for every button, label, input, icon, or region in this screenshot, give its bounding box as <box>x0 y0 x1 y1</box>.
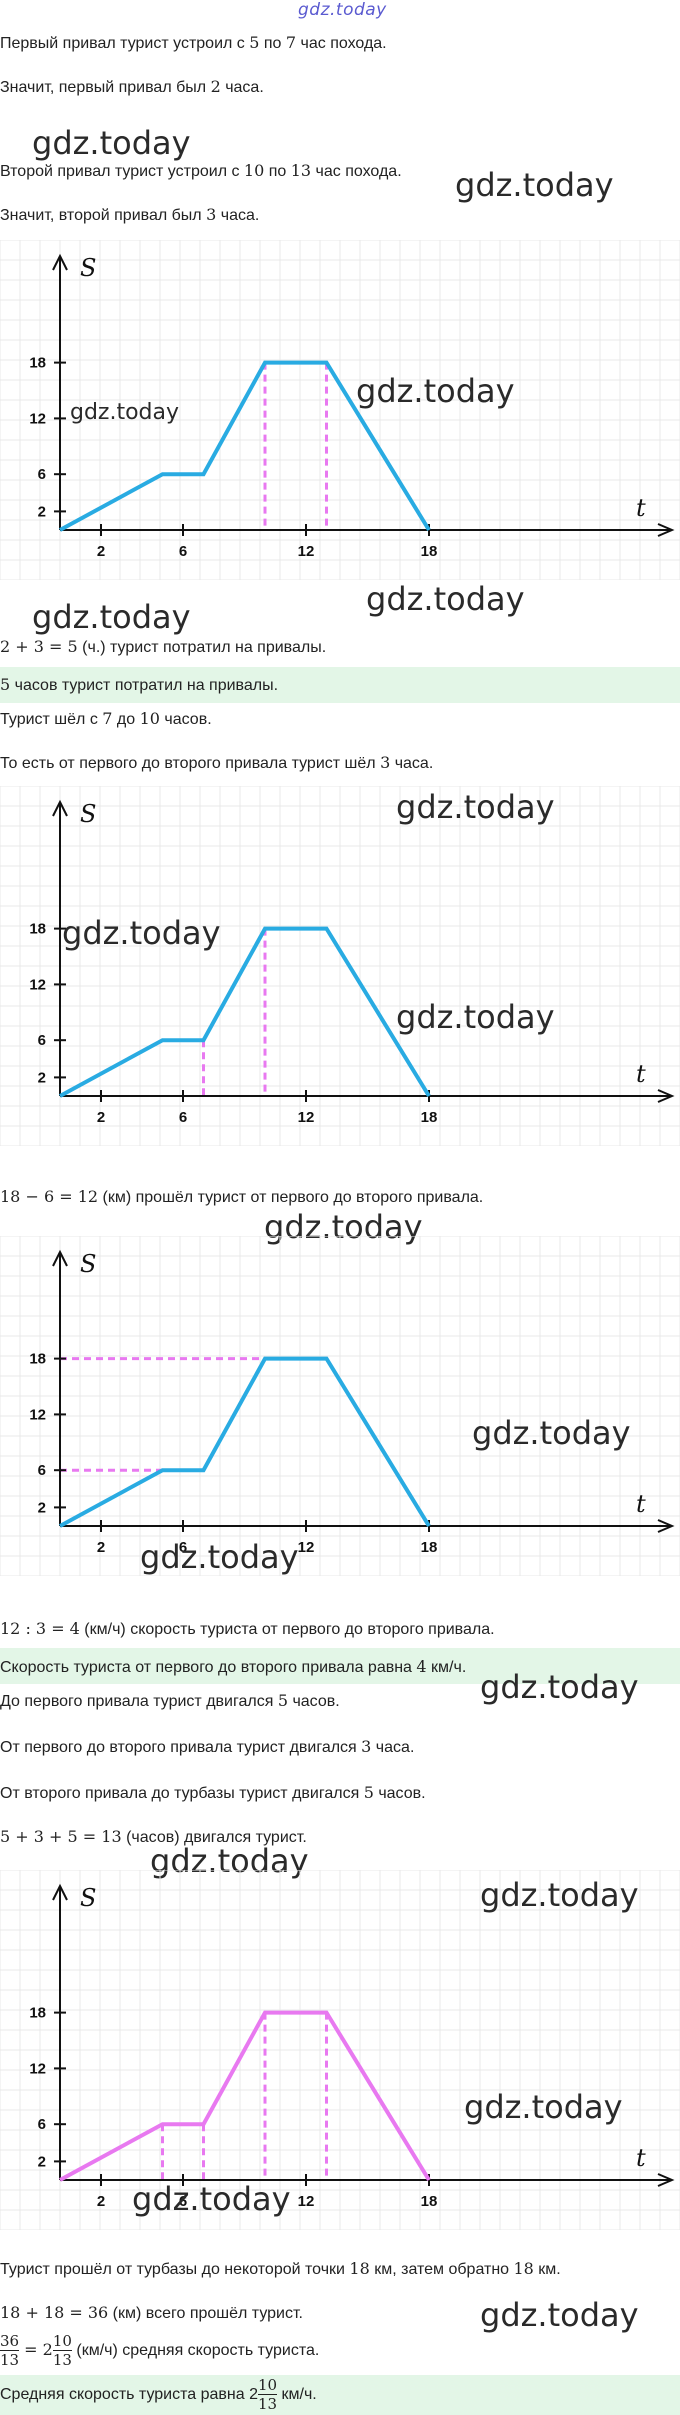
watermark: gdz.today <box>396 998 555 1036</box>
text-line-8: То есть от первого до второго привала ту… <box>0 753 434 772</box>
series-line <box>59 1356 431 1528</box>
watermark: gdz.today <box>32 598 191 636</box>
x-axis-arrow <box>657 1089 675 1103</box>
text-line-7: Турист шёл с 7 до 10 часов. <box>0 709 212 728</box>
answer-line-3: Средняя скорость туриста равна 2 10 13 км/… <box>0 2376 317 2414</box>
watermark: gdz.today <box>132 2180 291 2218</box>
answer-highlight <box>0 1648 680 1684</box>
text-line-18: 36 13 = 2 10 13 (км/ч) средняя скорость тур… <box>0 2332 320 2370</box>
y-axis-arrow <box>52 253 68 271</box>
answer-highlight <box>0 667 680 703</box>
y-tick-label: 2 <box>38 1499 46 1516</box>
watermark: gdz.today <box>472 1414 631 1452</box>
y-tick-label: 6 <box>38 1032 46 1049</box>
watermark: gdz.today <box>455 166 614 204</box>
y-tick-label: 12 <box>29 2060 46 2077</box>
watermark: gdz.today <box>356 372 515 410</box>
y-tick-label: 6 <box>38 466 46 483</box>
x-axis-arrow <box>657 523 675 537</box>
x-axis-arrow <box>657 1519 675 1533</box>
watermark: gdz.today <box>32 124 191 162</box>
x-tick-label: 6 <box>179 543 187 560</box>
watermark: gdz.today <box>480 1876 639 1914</box>
y-axis-label: S <box>80 800 96 828</box>
answer-line-2: Скорость туриста от первого до второго п… <box>0 1657 467 1676</box>
answer-highlight <box>0 2375 680 2415</box>
y-tick-label: 12 <box>29 1406 46 1423</box>
watermark: gdz.today <box>62 914 221 952</box>
graph-2: t S 2 6 12 18 2 6 12 18 <box>0 786 680 1146</box>
y-tick-label: 18 <box>29 1351 46 1368</box>
text-line-16: Турист прошёл от турбазы до некоторой то… <box>0 2259 561 2278</box>
text-line-4: Значит, второй привал был 3 часа. <box>0 205 260 224</box>
grid <box>0 786 680 1146</box>
watermark: gdz.today <box>480 1668 639 1706</box>
x-tick-label: 2 <box>97 1109 105 1126</box>
x-tick-label: 2 <box>97 543 105 560</box>
watermark: gdz.today <box>464 2088 623 2126</box>
graph-3: t S 2 6 12 18 2 6 12 18 <box>0 1236 680 1576</box>
y-tick-label: 12 <box>29 976 46 993</box>
text-line-10: 12 : 3 = 4 (км/ч) скорость туриста от пе… <box>0 1619 495 1638</box>
text-line-17: 18 + 18 = 36 (км) всего прошёл турист. <box>0 2303 303 2322</box>
watermark: gdz.today <box>480 2296 639 2334</box>
graph-4: t S 2 6 12 18 2 6 12 18 <box>0 1870 680 2230</box>
x-axis-arrow <box>657 2173 675 2187</box>
grid <box>0 240 680 580</box>
watermark: gdz.today <box>150 1842 309 1880</box>
text-line-3: Второй привал турист устроил с 10 по 13 … <box>0 161 402 180</box>
watermark-top: gdz.today <box>298 0 387 20</box>
y-tick-label: 6 <box>38 1462 46 1479</box>
watermark: gdz.today <box>366 580 525 618</box>
x-axis-label: t <box>636 2144 646 2172</box>
x-tick-label: 18 <box>421 1109 438 1126</box>
y-tick-label: 18 <box>29 355 46 372</box>
watermark: gdz.today <box>140 1538 299 1576</box>
x-tick-label: 18 <box>421 1539 438 1556</box>
y-tick-label: 2 <box>38 2153 46 2170</box>
watermark: gdz.today <box>396 788 555 826</box>
y-axis-label: S <box>80 1250 96 1278</box>
x-tick-label: 6 <box>179 1539 187 1556</box>
x-axis-label: t <box>636 1490 646 1518</box>
x-tick-label: 6 <box>179 2193 187 2210</box>
y-axis-arrow <box>52 1883 68 1901</box>
series-line <box>59 2010 431 2182</box>
x-tick-label: 12 <box>298 543 315 560</box>
watermark: gdz.today <box>70 400 180 425</box>
series-line <box>59 360 431 532</box>
x-tick-label: 12 <box>298 2193 315 2210</box>
y-axis-arrow <box>52 799 68 817</box>
y-tick-label: 18 <box>29 2005 46 2022</box>
text-line-13: От первого до второго привала турист дви… <box>0 1737 415 1756</box>
text-line-12: До первого привала турист двигался 5 час… <box>0 1691 340 1710</box>
text-line-1: Первый привал турист устроил с 5 по 7 ча… <box>0 33 387 52</box>
text-line-14: От второго привала до турбазы турист дви… <box>0 1783 426 1802</box>
x-axis-label: t <box>636 1060 646 1088</box>
text-line-15: 5 + 3 + 5 = 13 (часов) двигался турист. <box>0 1827 307 1846</box>
text-line-2: Значит, первый привал был 2 часа. <box>0 77 264 96</box>
x-tick-label: 6 <box>179 1109 187 1126</box>
x-tick-label: 12 <box>298 1539 315 1556</box>
text-line-9: 18 − 6 = 12 (км) прошёл турист от первог… <box>0 1187 484 1206</box>
y-axis-label: S <box>80 254 96 282</box>
y-tick-label: 6 <box>38 2116 46 2133</box>
x-tick-label: 12 <box>298 1109 315 1126</box>
y-tick-label: 2 <box>38 503 46 520</box>
y-tick-label: 18 <box>29 921 46 938</box>
x-tick-label: 18 <box>421 543 438 560</box>
x-tick-label: 2 <box>97 1539 105 1556</box>
y-tick-label: 2 <box>38 1069 46 1086</box>
text-line-5: 2 + 3 = 5 (ч.) турист потратил на привал… <box>0 637 327 656</box>
graph-1: t S 2 6 12 18 2 6 12 18 <box>0 240 680 580</box>
watermark: gdz.today <box>264 1208 423 1246</box>
x-tick-label: 18 <box>421 2193 438 2210</box>
x-tick-label: 2 <box>97 2193 105 2210</box>
y-axis-arrow <box>52 1249 68 1267</box>
answer-line-1: 5 часов турист потратил на привалы. <box>0 675 279 694</box>
series-line <box>59 926 431 1098</box>
x-axis-label: t <box>636 494 646 522</box>
y-tick-label: 12 <box>29 410 46 427</box>
y-axis-label: S <box>80 1884 96 1912</box>
